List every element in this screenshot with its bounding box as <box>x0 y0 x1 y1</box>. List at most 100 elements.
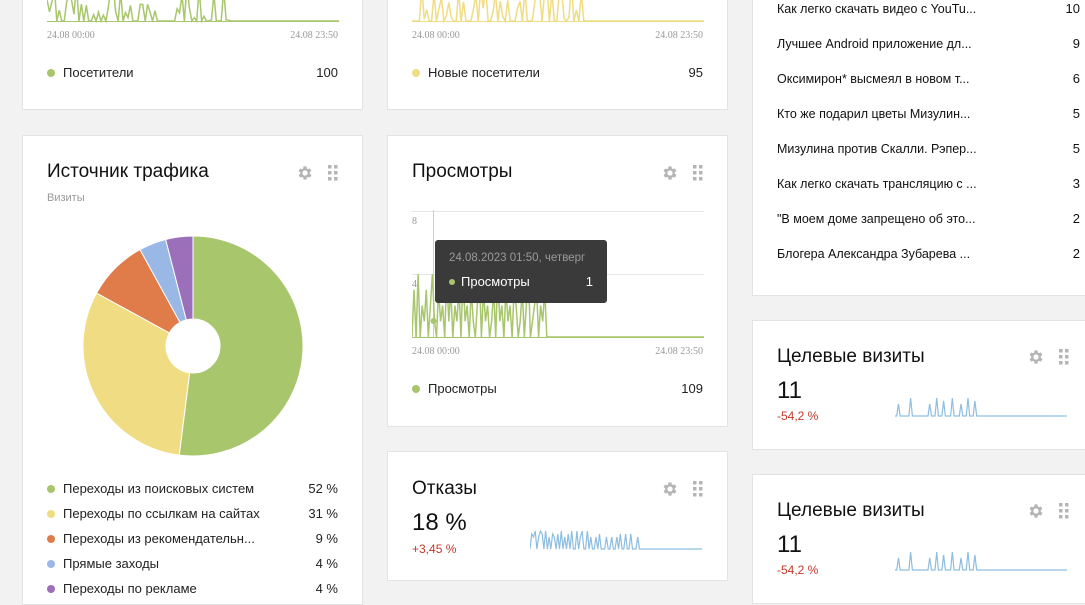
legend-dot-icon <box>47 534 55 543</box>
traffic-legend-value: 4 % <box>315 556 338 571</box>
legend-dot-icon <box>47 559 55 568</box>
list-item[interactable]: Оксимирон* высмеял в новом т... 6 <box>777 61 1080 96</box>
pageviews-title: Просмотры <box>412 161 513 182</box>
drag-handle-icon[interactable] <box>693 165 703 181</box>
traffic-legend-item[interactable]: Прямые заходы <box>47 556 159 571</box>
new-visitors-line <box>412 0 704 24</box>
drag-handle-icon[interactable] <box>328 165 338 181</box>
tooltip-date: 24.08.2023 01:50, четверг <box>449 252 586 264</box>
list-item-count: 2 <box>1072 246 1080 261</box>
tooltip-label: Просмотры <box>461 274 530 289</box>
traffic-source-card: Источник трафика Визиты Переходы из поис… <box>22 135 363 605</box>
list-item-title: "В моем доме запрещено об это... <box>777 211 976 226</box>
visitors-legend[interactable]: Посетители <box>47 65 134 80</box>
new-visitors-legend[interactable]: Новые посетители <box>412 65 540 80</box>
drag-handle-icon[interactable] <box>1059 503 1069 519</box>
list-item-count: 10 <box>1065 1 1080 16</box>
legend-dot-icon <box>449 278 455 285</box>
traffic-legend-item[interactable]: Переходы по ссылкам на сайтах <box>47 506 260 521</box>
list-item-title: Оксимирон* высмеял в новом т... <box>777 71 970 86</box>
pageviews-legend-label: Просмотры <box>428 381 497 396</box>
list-item-title: Лучшее Android приложение дл... <box>777 36 972 51</box>
goal-visits-value: 11 <box>777 377 802 404</box>
visitors-line <box>47 0 339 24</box>
visitors-chart <box>47 0 339 24</box>
top-pages-card: Как легко скачать видео с YouTu... 10 Лучш… <box>752 0 1085 296</box>
traffic-pie-chart[interactable] <box>78 231 308 461</box>
new-visitors-card: 24.08 00:00 24.08 23:50 Новые посетители… <box>387 0 728 110</box>
new-visitors-chart <box>412 0 704 24</box>
gear-icon[interactable] <box>1027 348 1045 366</box>
list-item-count: 9 <box>1072 36 1080 51</box>
new-visitors-legend-label: Новые посетители <box>428 65 540 80</box>
list-item[interactable]: Как легко скачать видео с YouTu... 10 <box>777 0 1080 26</box>
pageviews-card: Просмотры 8 4 24.08 00:00 24.08 23:50 Пр… <box>387 135 728 427</box>
traffic-legend-label: Переходы из рекомендательн... <box>63 531 255 546</box>
drag-handle-icon[interactable] <box>1059 349 1069 365</box>
list-item[interactable]: Блогера Александра Зубарева ... 2 <box>777 236 1080 271</box>
new-visitors-axis-end: 24.08 23:50 <box>655 30 703 41</box>
traffic-source-title: Источник трафика <box>47 161 209 182</box>
pageviews-tooltip: 24.08.2023 01:50, четверг Просмотры 1 <box>435 240 607 303</box>
goal-visits-title: Целевые визиты <box>777 500 925 521</box>
list-item[interactable]: Кто же подарил цветы Мизулин... 5 <box>777 96 1080 131</box>
traffic-legend-value: 4 % <box>315 581 338 596</box>
goal-visits-sparkline <box>895 551 1067 571</box>
list-item-title: Мизулина против Скалли. Рэпер... <box>777 141 977 156</box>
traffic-source-tools <box>296 164 338 182</box>
traffic-legend-item[interactable]: Переходы из поисковых систем <box>47 481 254 496</box>
visitors-axis-end: 24.08 23:50 <box>290 30 338 41</box>
list-item[interactable]: Мизулина против Скалли. Рэпер... 5 <box>777 131 1080 166</box>
traffic-legend-label: Прямые заходы <box>63 556 160 571</box>
list-item-count: 2 <box>1072 211 1080 226</box>
visitors-card: 24.08 00:00 24.08 23:50 Посетители 100 <box>22 0 363 110</box>
gear-icon[interactable] <box>1027 502 1045 520</box>
goal-visits-sparkline-line <box>895 551 1067 571</box>
goal-visits-delta: -54,2 % <box>777 409 819 423</box>
traffic-legend-value: 31 % <box>308 506 338 521</box>
list-item[interactable]: Лучшее Android приложение дл... 9 <box>777 26 1080 61</box>
traffic-legend-value: 9 % <box>315 531 338 546</box>
bounces-delta: +3,45 % <box>412 542 457 556</box>
pageviews-legend[interactable]: Просмотры <box>412 381 497 396</box>
legend-dot-icon <box>47 484 55 493</box>
goal-visits-tools <box>1027 348 1069 366</box>
drag-handle-icon[interactable] <box>693 481 703 497</box>
legend-dot-icon <box>412 68 420 77</box>
legend-dot-icon <box>47 509 55 518</box>
goal-visits-title: Целевые визиты <box>777 346 925 367</box>
pageviews-legend-value: 109 <box>681 381 703 396</box>
traffic-legend-value: 52 % <box>308 481 338 496</box>
legend-dot-icon <box>47 68 55 77</box>
bounces-card: Отказы 18 % +3,45 % <box>387 451 728 581</box>
pageviews-hover-point <box>430 318 437 324</box>
pageviews-tools <box>661 164 703 182</box>
tooltip-row: Просмотры 1 <box>449 274 593 289</box>
gear-icon[interactable] <box>661 164 679 182</box>
legend-dot-icon <box>412 384 420 393</box>
pageviews-axis-start: 24.08 00:00 <box>412 346 460 357</box>
traffic-legend-label: Переходы по рекламе <box>63 581 197 596</box>
pageviews-axis-end: 24.08 23:50 <box>655 346 703 357</box>
traffic-legend-item[interactable]: Переходы по рекламе <box>47 581 197 596</box>
gear-icon[interactable] <box>661 480 679 498</box>
bounces-title: Отказы <box>412 478 477 499</box>
traffic-legend-label: Переходы по ссылкам на сайтах <box>63 506 260 521</box>
pageviews-y-tick-4: 4 <box>412 279 417 290</box>
pie-slice[interactable] <box>165 235 194 321</box>
traffic-legend-item[interactable]: Переходы из рекомендательн... <box>47 531 255 546</box>
goal-visits-sparkline-line <box>895 397 1067 417</box>
gear-icon[interactable] <box>296 164 314 182</box>
list-item[interactable]: "В моем доме запрещено об это... 2 <box>777 201 1080 236</box>
legend-dot-icon <box>47 584 55 593</box>
bounces-sparkline <box>530 529 702 550</box>
list-item[interactable]: Как легко скачать трансляцию с ... 3 <box>777 166 1080 201</box>
goal-visits-value: 11 <box>777 531 802 558</box>
tooltip-value: 1 <box>585 274 593 289</box>
visitors-legend-value: 100 <box>316 65 338 80</box>
pie-slice[interactable] <box>178 235 304 457</box>
visitors-legend-label: Посетители <box>63 65 134 80</box>
pie-slice[interactable] <box>82 292 191 456</box>
new-visitors-legend-value: 95 <box>688 65 703 80</box>
bounces-value: 18 % <box>412 509 467 536</box>
